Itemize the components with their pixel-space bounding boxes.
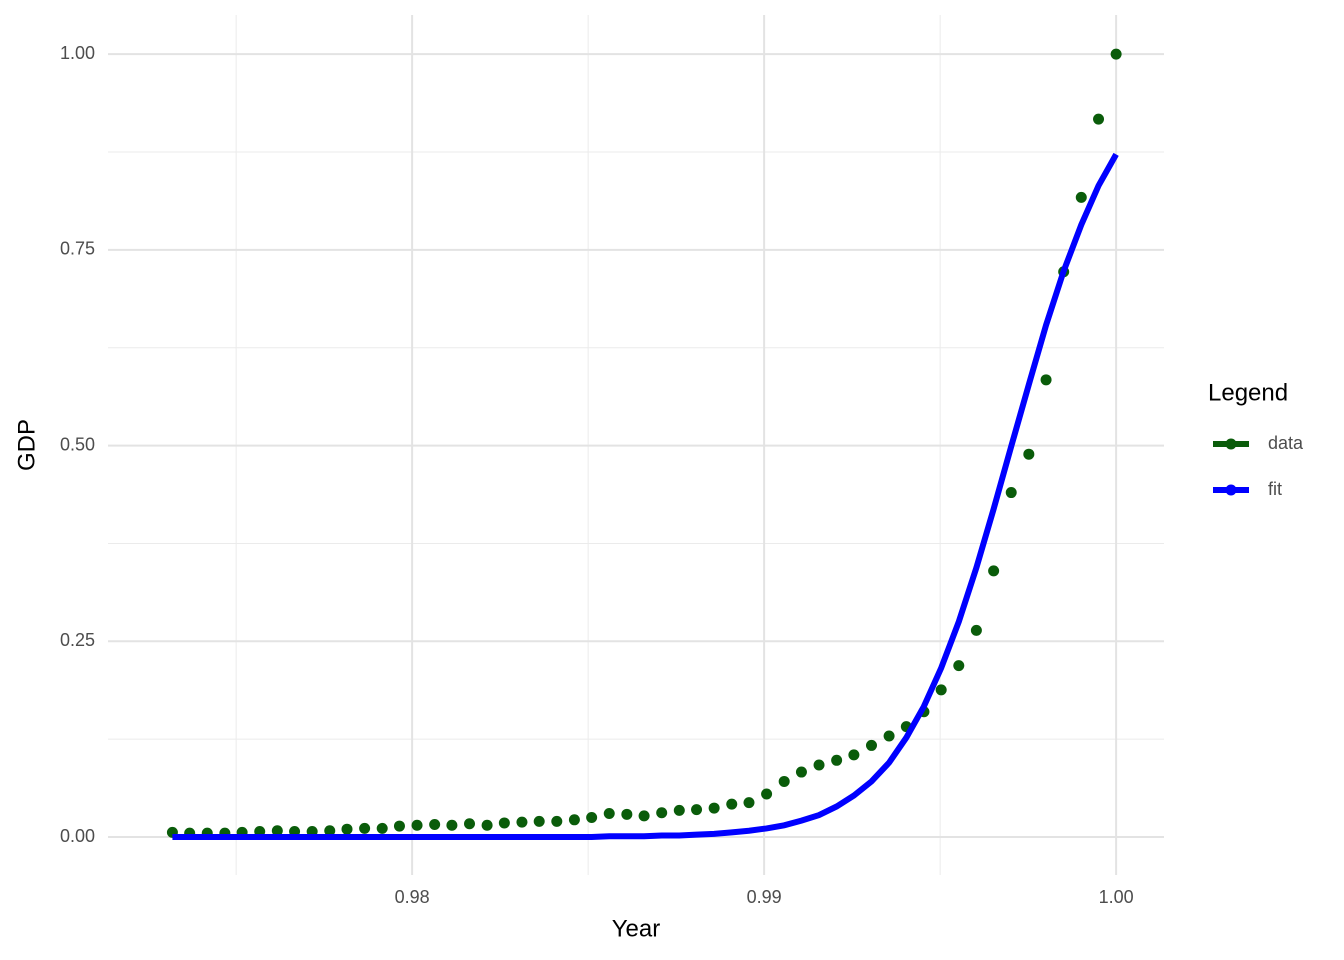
data-point <box>621 808 633 820</box>
data-point <box>935 684 947 696</box>
data-point <box>865 739 877 751</box>
data-point <box>813 759 825 771</box>
x-axis-title: Year <box>612 915 661 942</box>
data-point <box>551 815 563 827</box>
data-point <box>795 766 807 778</box>
data-point <box>988 565 1000 577</box>
data-point <box>533 815 545 827</box>
legend-title: Legend <box>1208 379 1288 406</box>
data-point <box>464 818 476 830</box>
legend-label: data <box>1268 433 1304 453</box>
data-point <box>761 788 773 800</box>
data-point <box>1005 487 1017 499</box>
data-point <box>516 816 528 828</box>
data-point <box>341 823 353 835</box>
data-point <box>1023 448 1035 460</box>
data-point <box>481 819 493 831</box>
data-point <box>691 804 703 816</box>
data-point <box>1110 48 1122 60</box>
y-tick-label: 0.75 <box>60 239 95 259</box>
data-point <box>586 811 598 823</box>
x-tick-label: 0.99 <box>747 887 782 907</box>
data-point <box>393 820 405 832</box>
x-tick-label: 1.00 <box>1099 887 1134 907</box>
data-point <box>1040 374 1052 386</box>
data-point <box>848 749 860 761</box>
data-point <box>970 624 982 636</box>
data-point <box>568 814 580 826</box>
data-point <box>446 819 458 831</box>
data-point <box>656 807 668 819</box>
legend-swatch-dot <box>1225 438 1237 450</box>
data-point <box>1093 113 1105 125</box>
data-point <box>953 660 965 672</box>
data-point <box>1075 191 1087 203</box>
data-point <box>743 797 755 809</box>
x-tick-label: 0.98 <box>395 887 430 907</box>
data-point <box>708 802 720 814</box>
data-point <box>324 825 336 837</box>
legend-swatch-dot <box>1225 484 1237 496</box>
data-point <box>603 808 615 820</box>
data-point <box>376 822 388 834</box>
data-point <box>429 819 441 831</box>
data-point <box>778 775 790 787</box>
data-point <box>883 730 895 742</box>
y-tick-label: 0.25 <box>60 630 95 650</box>
y-tick-label: 0.00 <box>60 826 95 846</box>
data-point <box>638 810 650 822</box>
data-point <box>359 822 371 834</box>
data-point <box>673 804 685 816</box>
data-point <box>411 819 423 831</box>
legend-label: fit <box>1268 479 1282 499</box>
data-point <box>271 825 283 837</box>
data-point <box>831 754 843 766</box>
data-point <box>726 798 738 810</box>
y-tick-label: 0.50 <box>60 434 95 454</box>
y-tick-label: 1.00 <box>60 43 95 63</box>
fit-line <box>172 152 1119 841</box>
y-axis-title: GDP <box>13 419 40 471</box>
data-point <box>498 817 510 829</box>
